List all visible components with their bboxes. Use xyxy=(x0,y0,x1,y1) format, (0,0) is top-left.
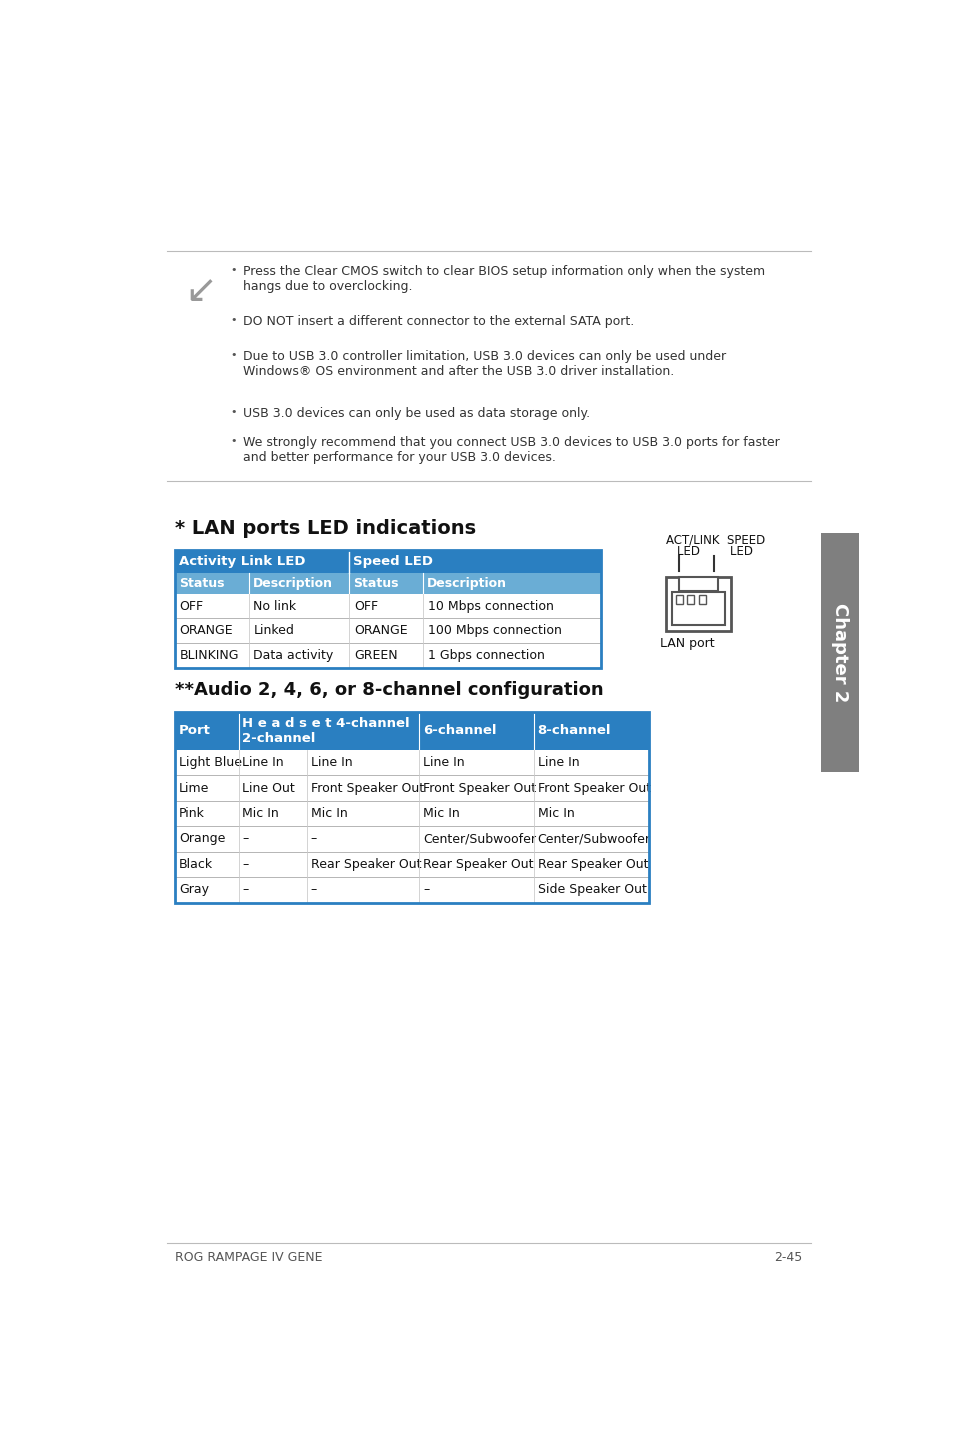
Bar xyxy=(174,751,648,775)
Text: Chapter 2: Chapter 2 xyxy=(830,603,848,702)
Text: Mic In: Mic In xyxy=(242,807,279,820)
Bar xyxy=(174,877,648,903)
Text: •: • xyxy=(231,407,237,417)
Text: •: • xyxy=(231,349,237,360)
Text: Center/Subwoofer: Center/Subwoofer xyxy=(537,833,650,846)
Bar xyxy=(665,577,731,631)
Text: Line In: Line In xyxy=(537,756,578,769)
Text: ORANGE: ORANGE xyxy=(354,624,407,637)
Text: OFF: OFF xyxy=(354,600,377,613)
Text: BLINKING: BLINKING xyxy=(179,649,239,661)
Text: –: – xyxy=(422,883,429,896)
Bar xyxy=(174,775,648,801)
Bar xyxy=(174,801,648,827)
Text: No link: No link xyxy=(253,600,296,613)
Bar xyxy=(174,572,600,594)
Bar xyxy=(675,594,682,604)
Text: OFF: OFF xyxy=(179,600,204,613)
Text: •: • xyxy=(231,315,237,325)
Text: Black: Black xyxy=(179,858,213,871)
Text: Pink: Pink xyxy=(179,807,205,820)
Text: H e a d s e t 4-channel
2-channel: H e a d s e t 4-channel 2-channel xyxy=(242,716,410,745)
Text: Status: Status xyxy=(353,577,398,590)
Text: 10 Mbps connection: 10 Mbps connection xyxy=(427,600,553,613)
Bar xyxy=(174,549,600,667)
Text: Front Speaker Out: Front Speaker Out xyxy=(537,782,650,795)
Text: ACT/LINK  SPEED: ACT/LINK SPEED xyxy=(665,533,764,546)
Text: Mic In: Mic In xyxy=(311,807,347,820)
Text: Light Blue: Light Blue xyxy=(179,756,242,769)
Text: 100 Mbps connection: 100 Mbps connection xyxy=(427,624,561,637)
Text: –: – xyxy=(242,858,249,871)
Bar xyxy=(686,594,694,604)
Bar xyxy=(174,851,648,877)
Bar xyxy=(174,549,600,572)
Text: ORANGE: ORANGE xyxy=(179,624,233,637)
Text: DO NOT insert a different connector to the external SATA port.: DO NOT insert a different connector to t… xyxy=(243,315,634,328)
Bar xyxy=(671,592,724,624)
Bar xyxy=(174,643,600,667)
Bar xyxy=(699,594,705,604)
Text: –: – xyxy=(311,883,316,896)
Text: 1 Gbps connection: 1 Gbps connection xyxy=(427,649,544,661)
Text: Line In: Line In xyxy=(422,756,464,769)
Text: –: – xyxy=(242,883,249,896)
Text: Line In: Line In xyxy=(311,756,352,769)
Text: Press the Clear CMOS switch to clear BIOS setup information only when the system: Press the Clear CMOS switch to clear BIO… xyxy=(243,265,764,293)
Text: 2-45: 2-45 xyxy=(774,1251,802,1264)
Text: Description: Description xyxy=(427,577,506,590)
Text: Front Speaker Out: Front Speaker Out xyxy=(311,782,423,795)
Text: Mic In: Mic In xyxy=(422,807,459,820)
Bar xyxy=(174,594,600,618)
Text: GREEN: GREEN xyxy=(354,649,397,661)
Text: –: – xyxy=(242,833,249,846)
Text: * LAN ports LED indications: * LAN ports LED indications xyxy=(174,519,476,538)
Text: Activity Link LED: Activity Link LED xyxy=(179,555,305,568)
Bar xyxy=(174,712,648,903)
Bar xyxy=(821,533,858,772)
Text: ↗: ↗ xyxy=(174,269,208,308)
Text: Rear Speaker Out: Rear Speaker Out xyxy=(422,858,533,871)
Text: Linked: Linked xyxy=(253,624,294,637)
Text: Front Speaker Out: Front Speaker Out xyxy=(422,782,536,795)
Bar xyxy=(679,577,718,591)
Text: Port: Port xyxy=(179,725,211,738)
Text: USB 3.0 devices can only be used as data storage only.: USB 3.0 devices can only be used as data… xyxy=(243,407,590,420)
Text: Side Speaker Out: Side Speaker Out xyxy=(537,883,646,896)
Text: Center/Subwoofer: Center/Subwoofer xyxy=(422,833,536,846)
Text: LED        LED: LED LED xyxy=(677,545,753,558)
Bar xyxy=(174,712,648,751)
Text: Status: Status xyxy=(179,577,224,590)
Text: Speed LED: Speed LED xyxy=(353,555,433,568)
Bar xyxy=(174,827,648,851)
Text: •: • xyxy=(231,265,237,275)
Text: Line Out: Line Out xyxy=(242,782,294,795)
Text: Rear Speaker Out: Rear Speaker Out xyxy=(537,858,648,871)
Text: We strongly recommend that you connect USB 3.0 devices to USB 3.0 ports for fast: We strongly recommend that you connect U… xyxy=(243,436,780,464)
Text: Lime: Lime xyxy=(179,782,209,795)
Text: 6-channel: 6-channel xyxy=(422,725,496,738)
Text: Mic In: Mic In xyxy=(537,807,574,820)
Text: Due to USB 3.0 controller limitation, USB 3.0 devices can only be used under
Win: Due to USB 3.0 controller limitation, US… xyxy=(243,349,725,378)
Text: Gray: Gray xyxy=(179,883,209,896)
Text: Rear Speaker Out: Rear Speaker Out xyxy=(311,858,420,871)
Bar xyxy=(174,618,600,643)
Text: Orange: Orange xyxy=(179,833,225,846)
Text: •: • xyxy=(231,436,237,446)
Text: **Audio 2, 4, 6, or 8-channel configuration: **Audio 2, 4, 6, or 8-channel configurat… xyxy=(174,680,603,699)
Text: LAN port: LAN port xyxy=(659,637,714,650)
Text: ROG RAMPAGE IV GENE: ROG RAMPAGE IV GENE xyxy=(174,1251,322,1264)
Text: Line In: Line In xyxy=(242,756,284,769)
Text: 8-channel: 8-channel xyxy=(537,725,611,738)
Text: Data activity: Data activity xyxy=(253,649,334,661)
Text: –: – xyxy=(311,833,316,846)
Text: Description: Description xyxy=(253,577,333,590)
